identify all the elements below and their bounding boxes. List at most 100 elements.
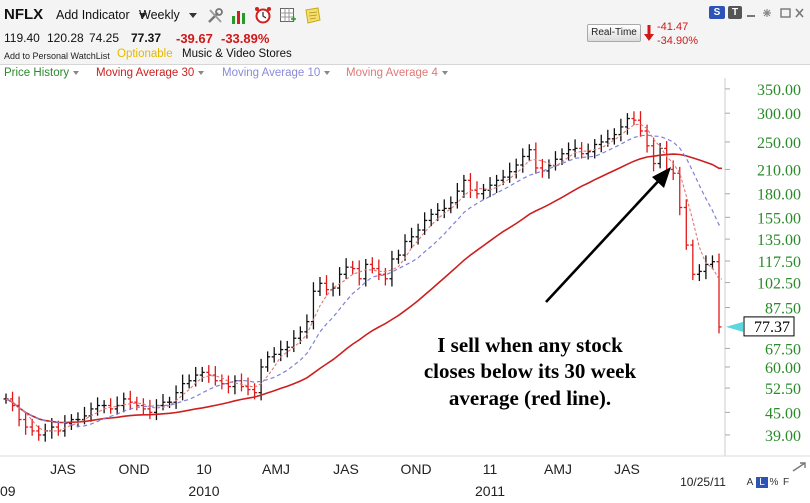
window-controls: [747, 8, 804, 18]
display-mode-switch[interactable]: A L% F: [744, 477, 792, 488]
legend-item[interactable]: Moving Average 10: [222, 67, 331, 79]
legend-item[interactable]: Moving Average 4: [346, 67, 448, 79]
move-icon[interactable]: [763, 9, 771, 17]
symbol-field[interactable]: NFLX: [4, 6, 44, 23]
price-bar: [127, 390, 133, 410]
price-bar: [29, 418, 35, 436]
alarm-clock-icon[interactable]: [254, 6, 272, 24]
grid-table-icon[interactable]: [279, 7, 297, 25]
price-bar: [690, 239, 696, 281]
price-bar: [16, 396, 22, 427]
display-mode-option[interactable]: F: [782, 477, 790, 488]
tools-menu-button[interactable]: T: [728, 6, 742, 19]
industry-link[interactable]: Music & Video Stores: [182, 48, 292, 60]
price-bar: [592, 139, 598, 159]
add-indicator-menu[interactable]: Add Indicator: [56, 8, 148, 22]
x-tick-label: JAS: [333, 461, 359, 477]
price-bar: [435, 203, 441, 222]
x-tick-label: AMJ: [544, 461, 572, 477]
period-label: Weekly: [139, 8, 180, 22]
ma30-line: [5, 153, 722, 424]
price-bar: [310, 282, 316, 330]
price-bar: [494, 174, 500, 193]
price-bar: [212, 366, 218, 386]
bar-chart-icon[interactable]: [230, 7, 248, 25]
note-icon[interactable]: [304, 7, 322, 25]
close-icon[interactable]: [795, 8, 804, 18]
price-bar: [382, 267, 388, 286]
price-bar: [487, 177, 493, 198]
search-symbol-button[interactable]: S: [709, 6, 725, 19]
price-bar: [62, 415, 68, 437]
display-mode-option[interactable]: %: [769, 477, 779, 488]
price-bar: [716, 253, 722, 334]
legend-item[interactable]: Moving Average 30: [96, 67, 205, 79]
price-bar: [206, 365, 212, 383]
price-bar: [350, 260, 356, 275]
maximize-icon[interactable]: [780, 8, 791, 18]
chevron-down-icon: [441, 70, 448, 75]
price-bar: [441, 199, 447, 219]
price-bar: [481, 183, 487, 200]
price-bar: [173, 385, 179, 409]
chart-date-label: 10/25/11: [680, 475, 726, 489]
price-bar: [232, 375, 238, 395]
price-bar: [618, 118, 624, 142]
price-bar: [677, 166, 683, 216]
arrow-head-icon: [652, 167, 671, 188]
price-bar: [369, 257, 375, 274]
quote-change: -39.67: [176, 31, 213, 46]
last-price-box: [743, 316, 795, 337]
y-tick-label: 39.00: [765, 428, 801, 445]
resize-arrow-icon[interactable]: [790, 460, 808, 474]
optionable-badge[interactable]: Optionable: [117, 48, 173, 60]
period-select[interactable]: Weekly: [139, 8, 198, 22]
y-tick-label: 300.00: [757, 106, 801, 123]
price-bar: [324, 275, 330, 296]
price-bar: [271, 347, 277, 363]
y-tick-label: 67.50: [765, 341, 801, 358]
price-bar: [337, 267, 343, 296]
annotation-text-line: average (red line).: [449, 386, 611, 410]
real-time-button[interactable]: Real-Time: [587, 24, 641, 42]
quote-change-pct: -33.89%: [221, 31, 270, 46]
quote-open: 119.40: [4, 31, 40, 45]
price-bar: [238, 373, 244, 392]
price-bar: [631, 111, 637, 125]
real-time-change: -41.47 -34.90%: [657, 20, 698, 48]
y-tick-label: 350.00: [757, 82, 801, 99]
price-bar: [598, 134, 604, 153]
price-bar: [219, 374, 225, 390]
price-bar: [36, 425, 42, 441]
display-mode-option[interactable]: A: [746, 477, 754, 488]
y-tick-label: 60.00: [765, 360, 801, 377]
legend-item[interactable]: Price History: [4, 67, 80, 79]
price-bar: [395, 249, 401, 264]
price-bar: [88, 402, 94, 422]
display-mode-option[interactable]: L: [756, 477, 768, 488]
x-tick-label: AMJ: [262, 461, 290, 477]
x-tick-label: OND: [400, 461, 431, 477]
price-bar: [199, 366, 205, 382]
add-to-watchlist-link[interactable]: Add to Personal WatchList: [4, 51, 110, 61]
chevron-down-icon: [139, 13, 148, 19]
x-tick-label: 10: [196, 461, 212, 477]
price-bar: [507, 162, 513, 183]
y-tick-label: 155.00: [757, 210, 801, 227]
price-bar: [147, 399, 153, 420]
price-bar: [284, 340, 290, 358]
price-bar: [389, 250, 395, 287]
x-tick-label: OND: [118, 461, 149, 477]
price-bar: [709, 255, 715, 270]
y-tick-label: 135.00: [757, 232, 801, 249]
price-bar: [566, 142, 572, 161]
price-bar: [278, 340, 284, 362]
real-time-change-value: -41.47: [657, 21, 689, 33]
price-bar: [572, 139, 578, 158]
x-tick-label: 11: [483, 461, 498, 477]
wrench-icon[interactable]: [206, 7, 224, 25]
y-tick-label: 210.00: [757, 162, 801, 179]
y-tick-label: 250.00: [757, 135, 801, 152]
